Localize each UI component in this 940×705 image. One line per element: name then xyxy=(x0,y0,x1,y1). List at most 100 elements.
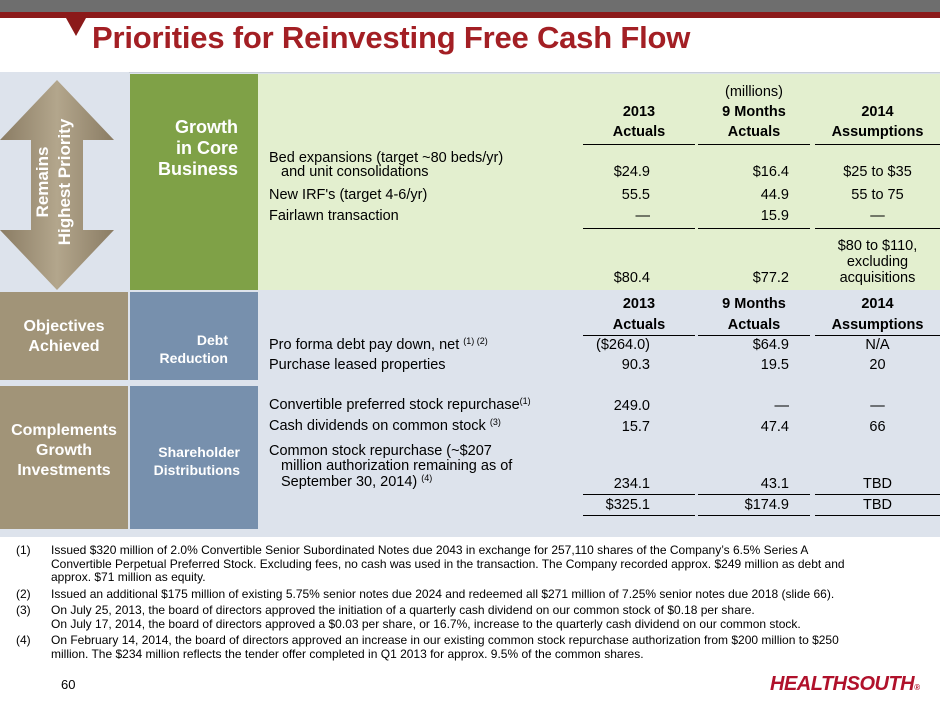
share-row-label: Cash dividends on common stock (3) xyxy=(269,418,501,435)
growth-cell: — xyxy=(635,208,651,224)
header-underline xyxy=(698,335,810,336)
growth-row-label: New IRF's (target 4-6/yr) xyxy=(269,187,428,203)
debt-header-2013-year: 2013 xyxy=(622,296,656,312)
footnote-ref: (1) (2) xyxy=(463,336,488,346)
share-cell: 249.0 xyxy=(613,398,650,414)
title-triangle-marker xyxy=(66,18,86,36)
page-number: 60 xyxy=(61,677,76,692)
subtotal-line xyxy=(583,228,695,229)
growth-category-block xyxy=(130,74,258,290)
complements-label-line3: Investments xyxy=(17,462,111,479)
share-cell: 47.4 xyxy=(760,419,789,435)
footnote-text: On July 17, 2014, the board of directors… xyxy=(51,616,801,631)
subtotal-line xyxy=(698,228,810,229)
debt-header-9m-period: 9 Months xyxy=(722,296,786,312)
share-cell: 43.1 xyxy=(760,476,789,492)
complements-label: Complements Growth Investments xyxy=(0,421,128,481)
top-gray-bar xyxy=(0,0,940,12)
objectives-achieved-block xyxy=(0,292,128,380)
slide-title: Priorities for Reinvesting Free Cash Flo… xyxy=(92,20,691,55)
debt-label: Debt Reduction xyxy=(138,331,228,367)
share-total-2013: $325.1 xyxy=(605,497,650,513)
growth-total-2013: $80.4 xyxy=(613,270,650,286)
shareholder-label-line1: Shareholder xyxy=(158,444,240,460)
growth-label-line2: in Core xyxy=(175,138,238,158)
share-row-label-text: Cash dividends on common stock xyxy=(269,418,486,434)
share-cell: TBD xyxy=(863,476,892,492)
footnote-text: On July 25, 2013, the board of directors… xyxy=(51,603,755,617)
debt-row-label: Pro forma debt pay down, net (1) (2) xyxy=(269,337,488,354)
debt-label-line2: Reduction xyxy=(159,350,228,366)
growth-cell: 55 to 75 xyxy=(851,187,904,203)
growth-header-9m-type: Actuals xyxy=(727,124,781,140)
footnote-text: Issued $320 million of 2.0% Convertible … xyxy=(51,543,809,557)
debt-row-label: Purchase leased properties xyxy=(269,357,446,373)
footnote: (4) On February 14, 2014, the board of d… xyxy=(16,633,926,661)
growth-cell: $16.4 xyxy=(752,164,789,180)
growth-total-2014-line2: excluding xyxy=(846,254,909,270)
growth-header-2013-type: Actuals xyxy=(612,124,666,140)
footnote-text: Issued an additional $175 million of exi… xyxy=(51,586,835,601)
debt-cell: 90.3 xyxy=(621,357,650,373)
header-underline xyxy=(698,144,810,145)
footnote-text: approx. $71 million as equity. xyxy=(51,570,206,584)
growth-label-line1: Growth xyxy=(175,117,238,137)
share-row-label-cont: September 30, 2014) (4) xyxy=(269,474,432,491)
footnote-text: Convertible Perpetual Preferred Stock. E… xyxy=(51,556,845,571)
arrow-label-line2: Highest Priority xyxy=(55,118,74,246)
subtotal-line xyxy=(698,494,810,495)
shareholder-label-line2: Distributions xyxy=(153,462,240,478)
footnote-number: (4) xyxy=(16,633,31,647)
logo-text: HEALTHSOUTH xyxy=(770,673,915,695)
top-red-bar xyxy=(0,12,940,18)
complements-growth-block xyxy=(0,386,128,529)
registered-mark: ® xyxy=(914,683,920,692)
subtotal-line xyxy=(815,494,940,495)
footnote-text: million. The $234 million reflects the t… xyxy=(51,646,644,661)
growth-header-2013-year: 2013 xyxy=(622,104,656,120)
growth-row-label: Bed expansions (target ~80 beds/yr) xyxy=(269,150,504,166)
total-underline xyxy=(698,515,810,516)
growth-header-2014-type: Assumptions xyxy=(831,124,924,140)
footnotes: (1) Issued $320 million of 2.0% Converti… xyxy=(16,543,926,664)
share-cell: — xyxy=(774,398,790,414)
shareholder-distributions-block xyxy=(130,386,258,529)
footnote-text: On February 14, 2014, the board of direc… xyxy=(51,633,839,647)
growth-cell: 55.5 xyxy=(621,187,650,203)
objectives-label: Objectives Achieved xyxy=(0,317,128,357)
debt-header-2014-type: Assumptions xyxy=(831,317,924,333)
growth-total-9m: $77.2 xyxy=(752,270,789,286)
growth-header-9m-period: 9 Months xyxy=(722,104,786,120)
growth-cell: $25 to $35 xyxy=(843,164,912,180)
growth-row-label-cont: and unit consolidations xyxy=(281,164,429,180)
share-row-label: Convertible preferred stock repurchase(1… xyxy=(269,397,531,414)
growth-label: Growth in Core Business xyxy=(143,117,238,180)
healthsouth-logo: HEALTHSOUTH® xyxy=(770,673,920,696)
debt-header-2014-year: 2014 xyxy=(861,296,894,312)
debt-cell: $64.9 xyxy=(752,337,789,353)
growth-cell: 44.9 xyxy=(760,187,789,203)
growth-table-background xyxy=(258,74,940,290)
debt-cell: 19.5 xyxy=(760,357,789,373)
debt-cell: 20 xyxy=(869,357,886,373)
footnote-ref: (4) xyxy=(421,473,433,483)
arrow-label: Remains Highest Priority xyxy=(32,102,82,262)
debt-cell: N/A xyxy=(865,337,890,353)
shareholder-label: Shareholder Distributions xyxy=(132,443,240,479)
arrow-label-line1: Remains xyxy=(33,146,52,218)
share-total-9m: $174.9 xyxy=(744,497,789,513)
share-cell: 234.1 xyxy=(613,476,650,492)
footnote-ref: (1) xyxy=(519,396,531,406)
total-underline xyxy=(583,515,695,516)
header-underline xyxy=(815,144,940,145)
footnote-number: (3) xyxy=(16,603,31,617)
footnote-number: (1) xyxy=(16,543,31,557)
complements-label-line1: Complements xyxy=(11,422,117,439)
debt-reduction-block xyxy=(130,292,258,380)
growth-total-2014-line1: $80 to $110, xyxy=(837,238,918,254)
debt-label-line1: Debt xyxy=(196,332,228,348)
complements-label-line2: Growth xyxy=(36,442,92,459)
subtotal-line xyxy=(815,228,940,229)
share-row-label-cont: million authorization remaining as of xyxy=(281,458,513,474)
debt-header-2013-type: Actuals xyxy=(612,317,666,333)
